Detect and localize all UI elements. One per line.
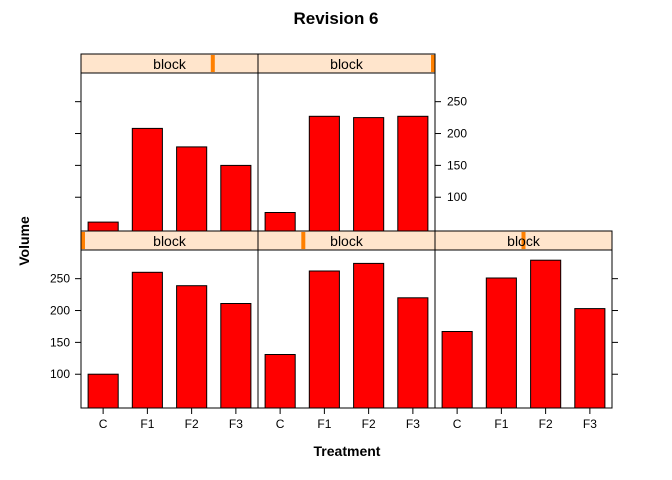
chart-title: Revision 6	[293, 9, 378, 28]
bar	[530, 259, 562, 409]
panels-group: block block block block block 100 150 200 250 100…	[50, 53, 618, 431]
x-tick-label: C	[99, 417, 108, 431]
bar	[308, 270, 340, 409]
bar	[87, 373, 119, 409]
bar	[397, 115, 429, 232]
x-tick-label: F3	[406, 417, 420, 431]
y-tick-label: 200	[447, 127, 467, 141]
strip-label: block	[153, 56, 187, 72]
bar	[220, 164, 252, 232]
x-tick-label: F2	[185, 417, 199, 431]
bar	[87, 221, 119, 232]
strip-level-marker	[210, 55, 215, 72]
x-tick-label: C	[276, 417, 285, 431]
y-tick-label: 100	[50, 367, 70, 381]
bar	[220, 303, 252, 409]
bar	[574, 308, 606, 409]
bar	[397, 297, 429, 409]
bar	[131, 127, 163, 232]
bar	[176, 285, 208, 409]
strip-label: block	[330, 233, 364, 249]
bar	[264, 212, 296, 232]
x-axis-label: Treatment	[314, 443, 381, 459]
strip-level-marker	[521, 232, 526, 249]
strip-level-marker	[431, 55, 435, 72]
x-tick-label: F3	[229, 417, 243, 431]
strip-background	[258, 54, 435, 73]
x-tick-label: F1	[317, 417, 331, 431]
strip-level-marker	[301, 232, 306, 249]
strip-label: block	[330, 56, 364, 72]
strip-level-marker	[81, 232, 85, 249]
strip-background	[81, 231, 258, 250]
y-tick-label: 250	[447, 95, 467, 109]
strip-border	[257, 53, 436, 74]
bar	[176, 146, 208, 232]
y-tick-label: 150	[50, 335, 70, 349]
x-tick-label: F2	[362, 417, 376, 431]
x-tick-label: F1	[494, 417, 508, 431]
bar	[353, 117, 385, 232]
x-tick-label: F1	[140, 417, 154, 431]
y-tick-label: 150	[447, 158, 467, 172]
x-tick-label: C	[453, 417, 462, 431]
y-tick-label: 200	[50, 304, 70, 318]
bar	[485, 277, 517, 409]
strip-border	[434, 230, 613, 251]
bar	[308, 115, 340, 232]
y-axis-label: Volume	[16, 216, 32, 266]
y-tick-label: 100	[447, 190, 467, 204]
bar	[264, 354, 296, 409]
x-tick-label: F3	[583, 417, 597, 431]
strip-label: block	[507, 233, 541, 249]
strip-label: block	[153, 233, 187, 249]
bar	[353, 262, 385, 409]
bar	[441, 331, 473, 409]
bar	[131, 271, 163, 409]
y-tick-label: 250	[50, 272, 70, 286]
x-tick-label: F2	[539, 417, 553, 431]
